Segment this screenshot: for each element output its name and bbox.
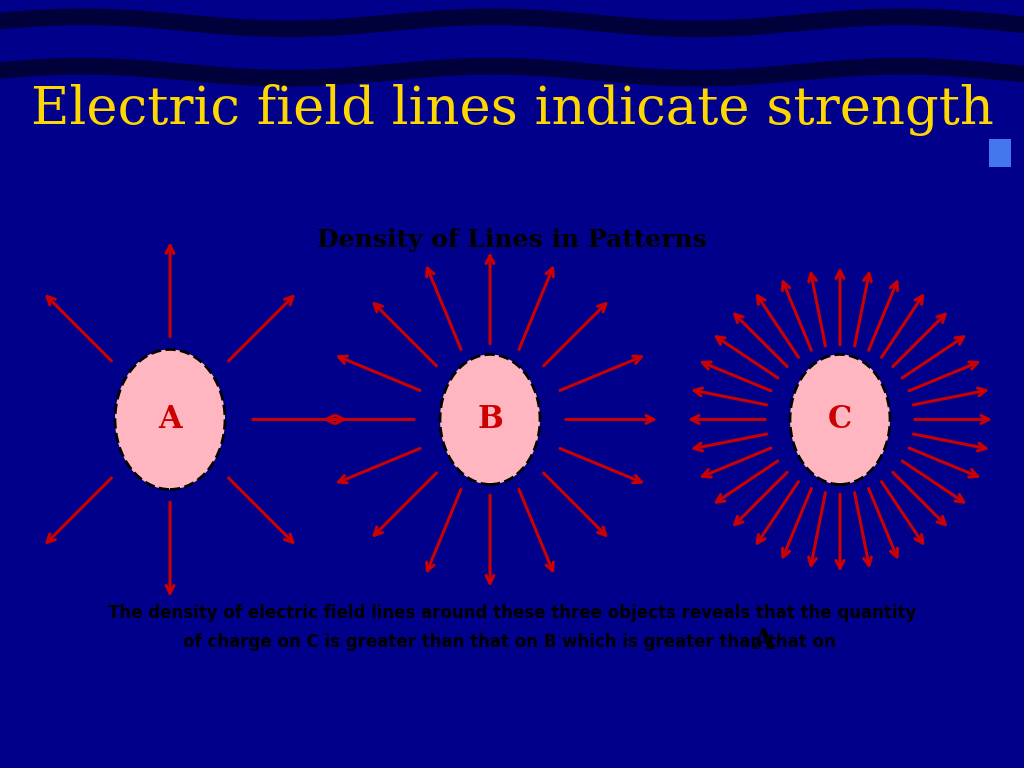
Text: C: C — [827, 404, 852, 435]
Text: Electric field lines indicate strength: Electric field lines indicate strength — [31, 84, 993, 136]
Ellipse shape — [115, 349, 225, 489]
Ellipse shape — [790, 355, 890, 485]
Text: The density of electric field lines around these three objects reveals that the : The density of electric field lines arou… — [108, 604, 916, 622]
Text: Density of Lines in Patterns: Density of Lines in Patterns — [317, 228, 707, 252]
Bar — [989, 139, 1011, 167]
Text: of charge on C is greater than that on B which is greater than that on: of charge on C is greater than that on B… — [182, 633, 842, 650]
Ellipse shape — [440, 355, 540, 485]
Text: A: A — [753, 628, 774, 655]
Text: B: B — [477, 404, 503, 435]
Text: A: A — [158, 404, 182, 435]
